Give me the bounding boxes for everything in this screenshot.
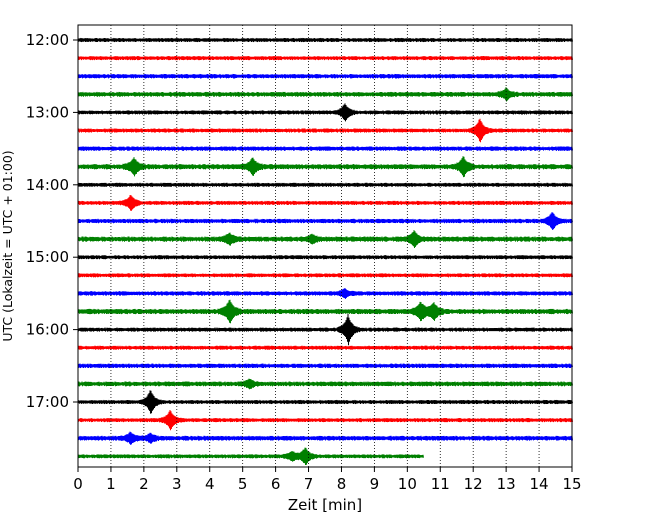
trace-1330 <box>77 146 573 151</box>
y-tick-label: 12:00 <box>26 31 69 49</box>
x-tick-label: 12 <box>464 475 483 493</box>
x-tick-label: 3 <box>172 475 182 493</box>
trace-1630 <box>77 363 573 369</box>
x-tick-label: 8 <box>337 475 347 493</box>
x-tick-label: 5 <box>238 475 248 493</box>
trace-1515 <box>77 273 573 278</box>
trace-1745 <box>77 447 424 466</box>
trace-1415 <box>77 195 573 211</box>
y-tick-label: 16:00 <box>26 321 69 339</box>
trace-1430 <box>77 212 573 230</box>
trace-1530 <box>77 287 573 299</box>
x-tick-label: 11 <box>431 475 450 493</box>
x-tick-label: 0 <box>73 475 83 493</box>
trace-1700 <box>77 390 573 414</box>
x-tick-label: 2 <box>139 475 149 493</box>
trace-1245 <box>77 87 573 102</box>
trace-1445 <box>77 230 573 249</box>
x-tick-label: 1 <box>106 475 116 493</box>
y-tick-label: 15:00 <box>26 248 69 266</box>
trace-1400 <box>77 182 573 187</box>
x-tick-label: 14 <box>530 475 549 493</box>
y-axis-label: UTC (Lokalzeit = UTC + 01:00) <box>0 150 15 341</box>
x-tick-label: 7 <box>304 475 314 493</box>
trace-layer <box>77 37 573 466</box>
trace-1715 <box>77 409 573 431</box>
x-axis-label: Zeit [min] <box>288 496 362 514</box>
x-tick-label: 6 <box>271 475 281 493</box>
trace-1315 <box>77 118 573 143</box>
y-tick-label: 14:00 <box>26 176 69 194</box>
x-tick-label: 10 <box>398 475 417 493</box>
trace-1545 <box>77 299 573 324</box>
x-axis-ticks: 0 1 2 3 4 5 6 7 8 9 10 11 12 13 14 15 <box>73 467 582 493</box>
trace-1645 <box>77 378 573 390</box>
y-axis-ticks: 12:00 13:00 14:00 15:00 16:00 17:00 <box>26 31 78 411</box>
x-tick-label: 15 <box>562 475 581 493</box>
trace-1730 <box>77 431 573 445</box>
trace-1230 <box>77 73 573 79</box>
y-tick-label: 17:00 <box>26 393 69 411</box>
plot-frame <box>77 24 573 468</box>
x-tick-label: 13 <box>497 475 516 493</box>
trace-1615 <box>77 345 573 350</box>
trace-1300 <box>77 103 573 122</box>
y-tick-label: 13:00 <box>26 103 69 121</box>
trace-1345 <box>77 156 573 178</box>
x-tick-label: 4 <box>205 475 215 493</box>
trace-1200 <box>77 37 573 43</box>
trace-1600 <box>77 313 573 346</box>
trace-1215 <box>77 56 573 61</box>
x-tick-label: 9 <box>370 475 380 493</box>
trace-1500 <box>77 255 573 260</box>
